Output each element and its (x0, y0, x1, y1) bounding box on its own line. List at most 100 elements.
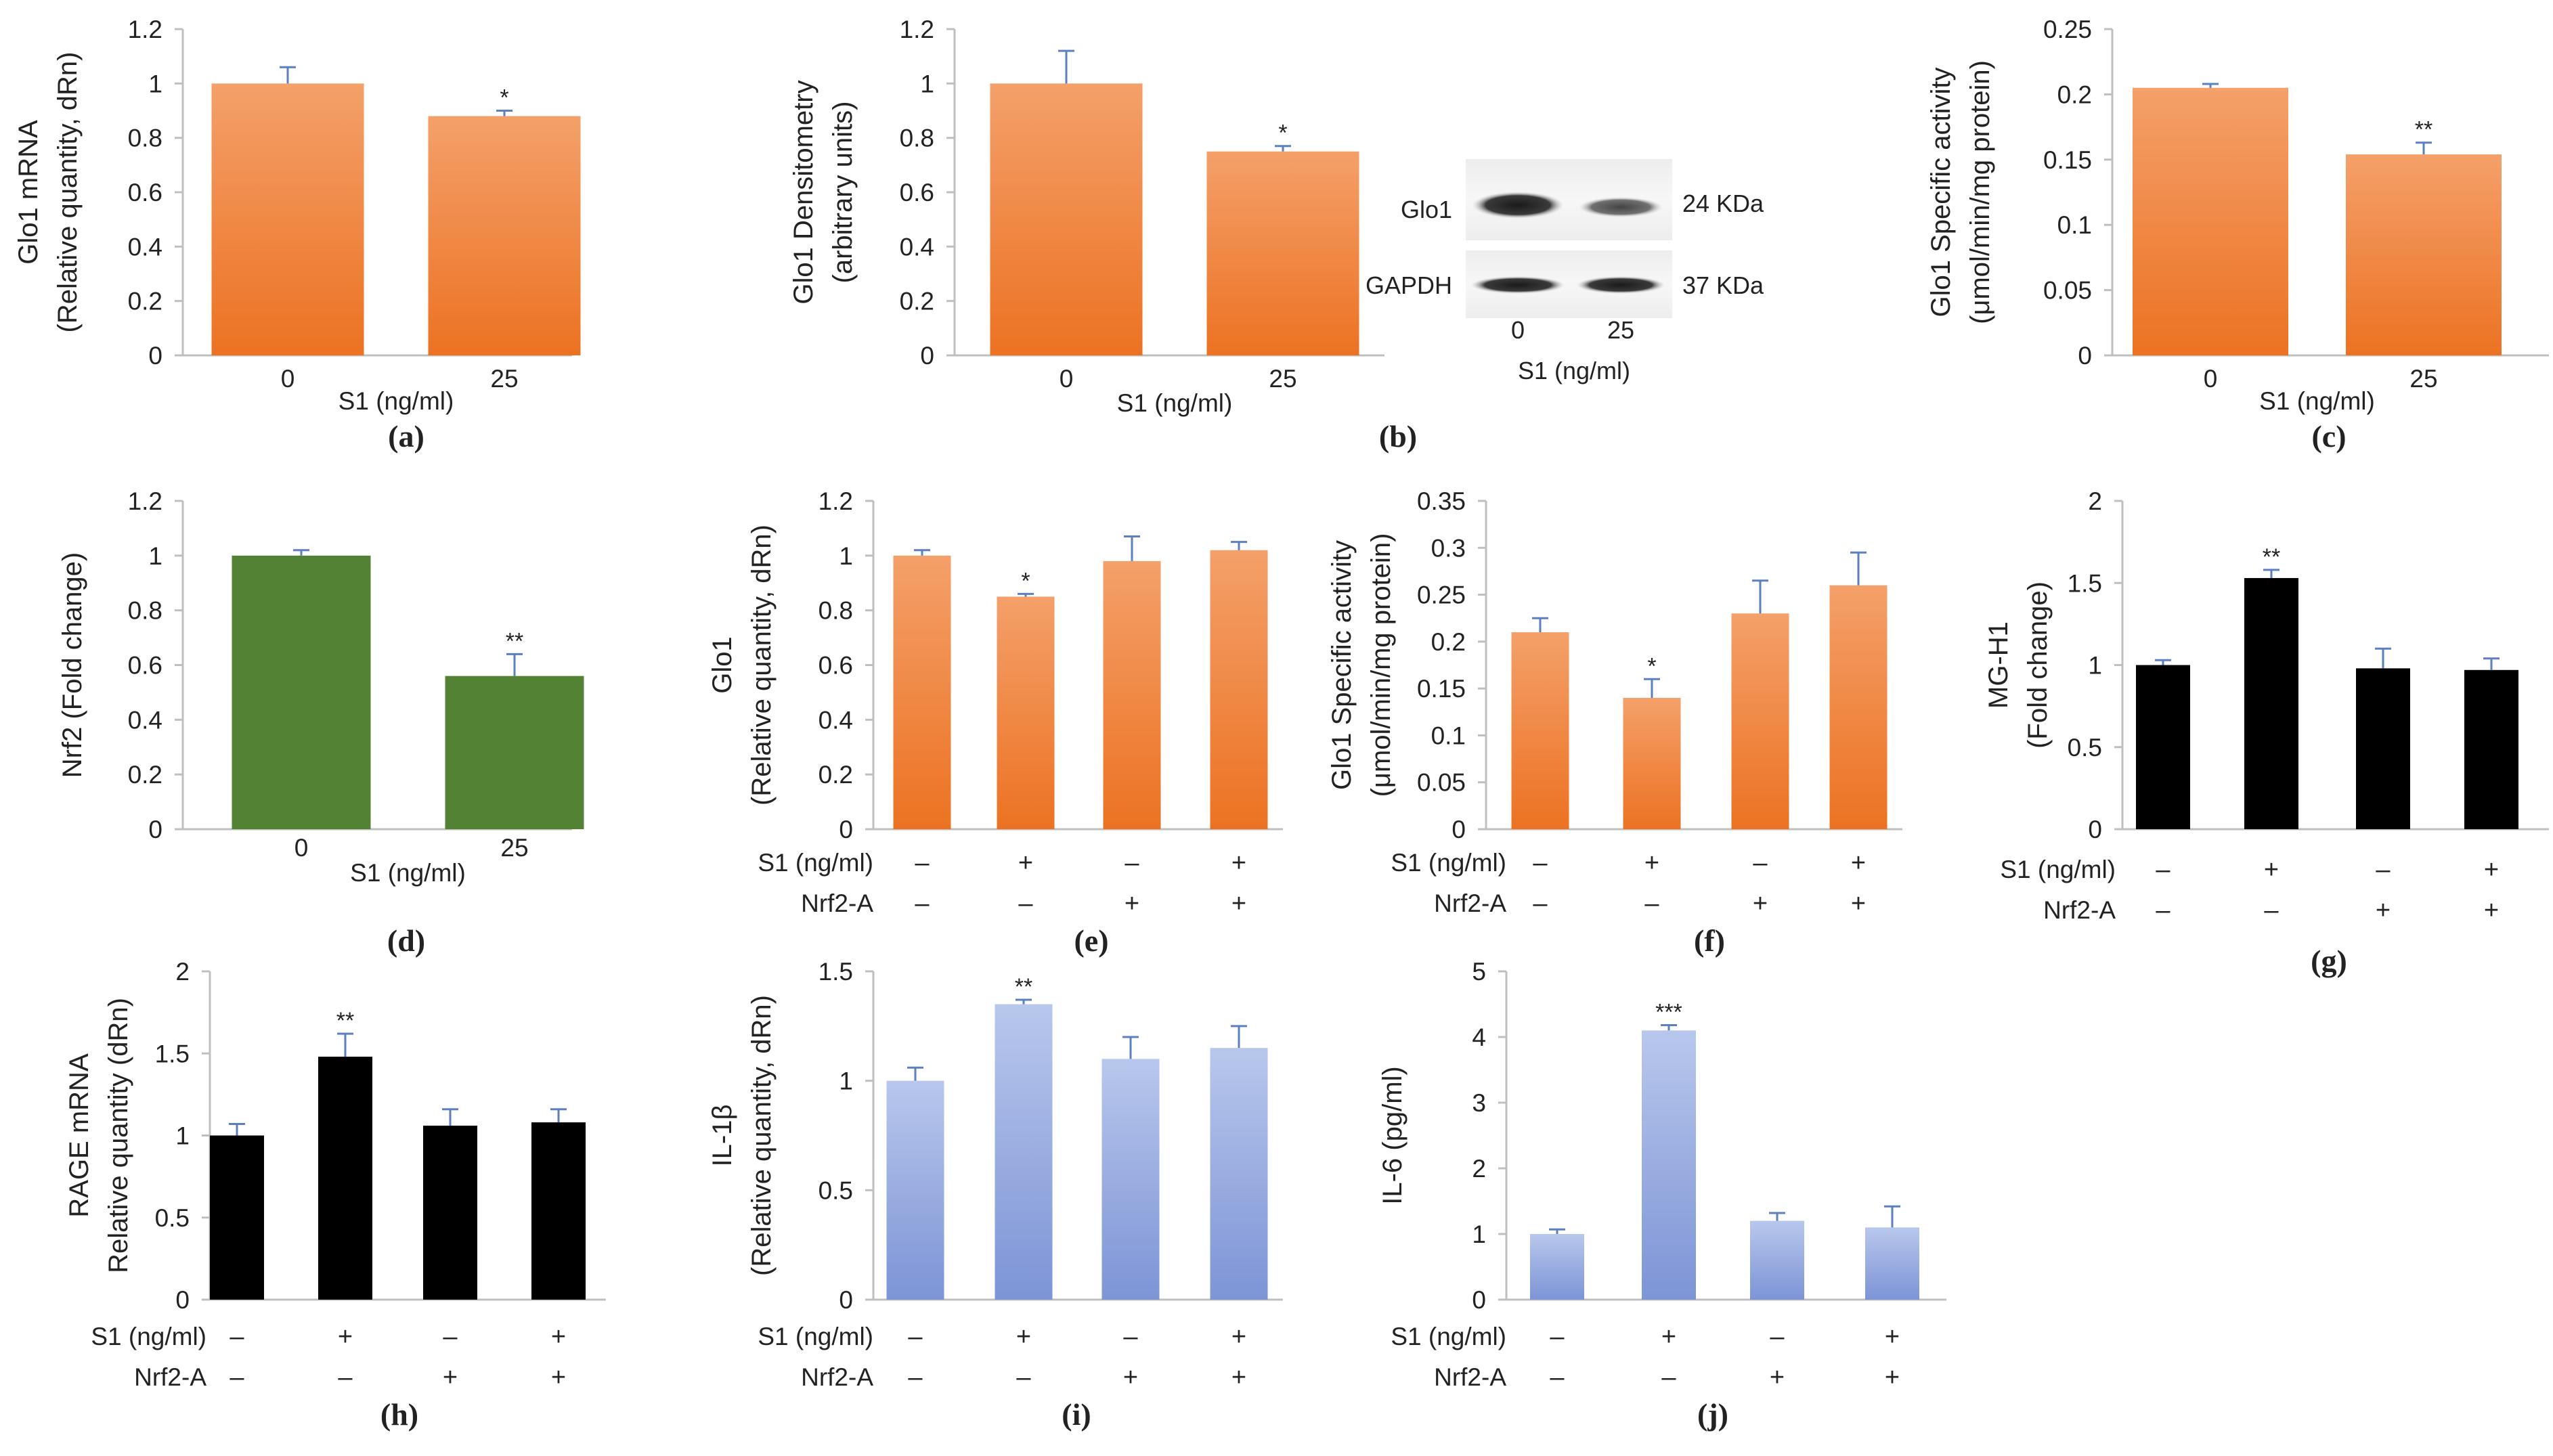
bar (1210, 550, 1268, 829)
panel-letter: (d) (387, 923, 425, 958)
condition-row-label: S1 (ng/ml) (758, 1323, 873, 1350)
y-axis-label: (arbitrary units) (828, 102, 858, 284)
condition-mark: + (2484, 896, 2499, 925)
y-tick-label: 0.4 (900, 233, 934, 261)
blot-band-glo1-lane25 (1579, 197, 1663, 217)
bar (2244, 577, 2298, 829)
significance-mark: * (500, 85, 508, 111)
y-tick-label: 0.2 (128, 761, 162, 789)
condition-mark: – (1770, 1323, 1785, 1351)
y-tick-label: 5 (1472, 958, 1486, 986)
y-tick-label: 0.25 (2043, 16, 2092, 43)
y-tick-label: 1.2 (128, 487, 162, 515)
y-tick-label: 1.2 (128, 16, 162, 43)
bar (1101, 1059, 1160, 1300)
bar (2346, 154, 2502, 355)
bar (1731, 613, 1789, 829)
y-axis-label: (Relative quantity, dRn) (53, 52, 83, 333)
y-tick-label: 0.8 (900, 125, 934, 152)
y-axis-label: Glo1 Specific activity (1926, 67, 1956, 317)
condition-row-label: Nrf2-A (801, 1363, 873, 1391)
bar (1829, 585, 1888, 829)
bar (210, 1135, 264, 1300)
condition-row-label: Nrf2-A (2043, 896, 2116, 924)
bar (1210, 1048, 1268, 1300)
y-tick-label: 0.8 (819, 597, 853, 625)
bar (1511, 632, 1569, 829)
y-tick-label: 1 (175, 1122, 190, 1150)
y-tick-label: 0 (175, 1286, 190, 1314)
y-tick-label: 0.2 (900, 288, 934, 315)
condition-mark: + (1125, 889, 1139, 918)
y-tick-label: 0 (839, 1286, 853, 1314)
y-axis-label: (Relative quantity, dRn) (747, 525, 777, 806)
y-tick-label: 1 (148, 542, 162, 570)
y-tick-label: 4 (1472, 1023, 1486, 1051)
bar (1206, 151, 1359, 355)
y-tick-label: 0 (1452, 816, 1466, 843)
condition-mark: + (443, 1363, 458, 1392)
bar (1103, 560, 1161, 829)
x-tick-label: 25 (1269, 365, 1296, 393)
x-tick-label: 25 (500, 834, 528, 862)
y-tick-label: 0.6 (128, 179, 162, 206)
x-tick-label: 0 (281, 365, 295, 393)
condition-mark: – (1550, 1363, 1565, 1392)
condition-mark: + (1016, 1323, 1031, 1351)
significance-mark: ** (1015, 974, 1032, 1000)
y-tick-label: 0.35 (1417, 487, 1466, 515)
panel-b: 0 0.2 0.4 0.6 0.8 1 1.2 Glo1 Densitometry (arbit… (789, 16, 1417, 454)
x-tick-label: 0 (2204, 365, 2218, 393)
condition-row-label: Nrf2-A (801, 889, 873, 917)
y-tick-label: 0.6 (900, 179, 934, 206)
panel-letter: (c) (2311, 419, 2346, 454)
y-tick-label: 0.5 (155, 1204, 190, 1232)
y-axis-label: RAGE mRNA (64, 1053, 94, 1218)
y-tick-label: 0 (2088, 816, 2102, 843)
y-tick-label: 1 (2088, 652, 2102, 680)
x-tick-label: 0 (1060, 365, 1074, 393)
panel-letter: (j) (1697, 1397, 1728, 1432)
y-axis-label: Glo1 mRNA (14, 120, 43, 265)
condition-mark: – (1016, 1363, 1031, 1392)
panel-f: 0 0.05 0.1 0.15 0.2 0.25 0.3 0.35 Glo1 Specific … (1327, 487, 1902, 958)
y-axis-label: (μmol/min/mg protein) (1965, 60, 1995, 324)
blot-xlabel: S1 (ng/ml) (1518, 357, 1630, 384)
condition-mark: + (1231, 889, 1246, 918)
y-tick-label: 1 (920, 70, 934, 97)
y-tick-label: 1.5 (155, 1040, 190, 1067)
condition-row-label: Nrf2-A (1434, 889, 1506, 917)
y-tick-label: 0.2 (2057, 81, 2092, 108)
condition-mark: – (1533, 849, 1548, 877)
panel-letter: (h) (380, 1397, 418, 1432)
y-tick-label: 0.4 (819, 706, 853, 734)
bar (211, 83, 364, 355)
condition-mark: + (1753, 889, 1768, 918)
y-tick-label: 0.2 (819, 761, 853, 789)
condition-mark: – (915, 849, 930, 877)
x-tick-label: 25 (490, 365, 518, 393)
x-axis-label: S1 (ng/ml) (339, 387, 454, 415)
condition-mark: – (2156, 896, 2170, 925)
panel-letter: (b) (1379, 419, 1417, 454)
bar (2356, 668, 2410, 829)
y-tick-label: 0 (148, 816, 162, 843)
condition-mark: – (2156, 856, 2170, 884)
blot-band-label-glo1: Glo1 (1401, 196, 1452, 223)
condition-mark: – (1018, 889, 1033, 918)
bar (886, 1080, 944, 1300)
y-tick-label: 2 (1472, 1155, 1486, 1183)
x-tick-label: 25 (2409, 365, 2437, 393)
condition-mark: + (1018, 849, 1033, 877)
x-axis-label: S1 (ng/ml) (1117, 389, 1233, 417)
condition-row-label: S1 (ng/ml) (2000, 856, 2116, 883)
bar (1642, 1030, 1696, 1300)
panel-letter: (g) (2311, 944, 2347, 978)
y-tick-label: 0 (839, 816, 853, 843)
condition-mark: – (908, 1323, 923, 1351)
significance-mark: * (1278, 120, 1287, 146)
y-tick-label: 0.4 (128, 233, 162, 261)
bar (445, 676, 584, 829)
y-tick-label: 1.5 (2068, 569, 2102, 597)
condition-mark: – (443, 1323, 458, 1351)
